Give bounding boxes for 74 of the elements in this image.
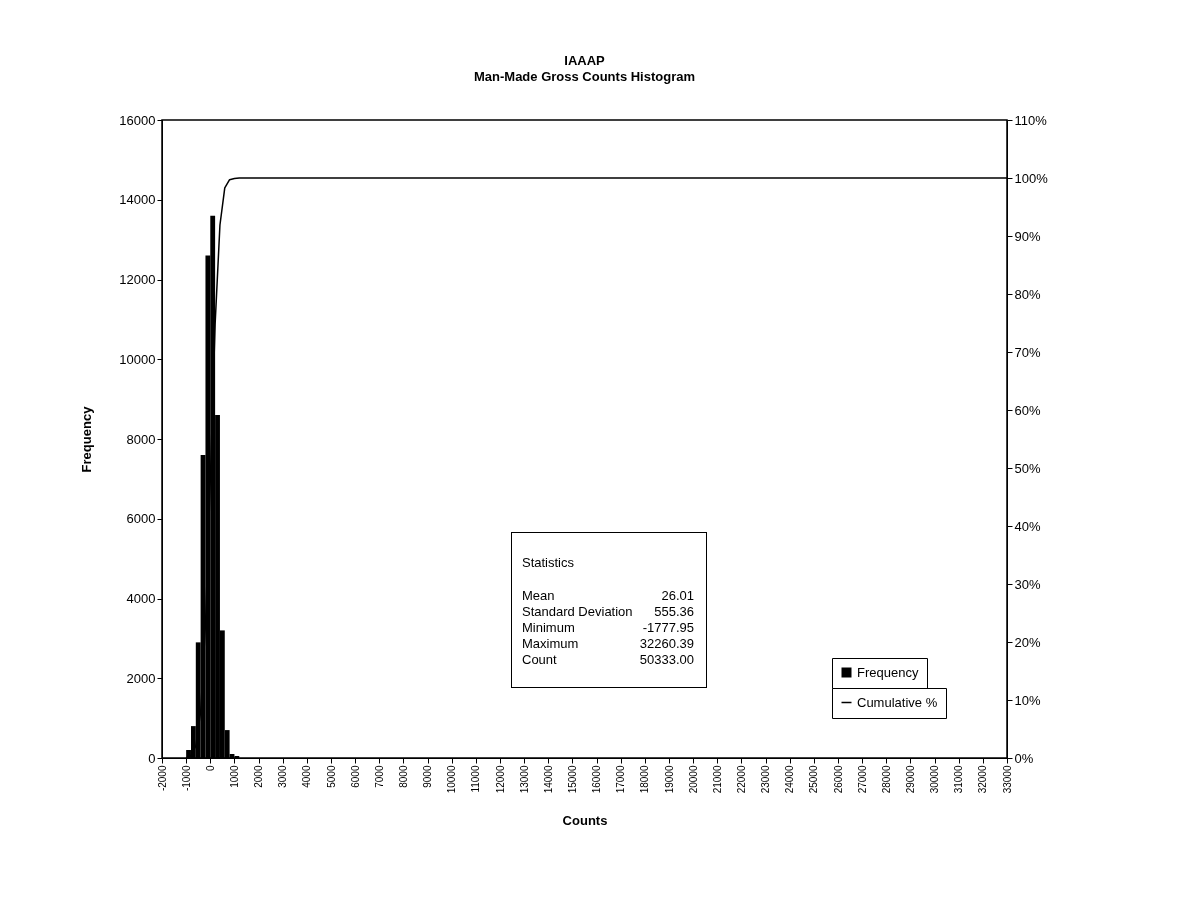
- y2-tick-label: 0%: [1014, 750, 1034, 766]
- y-tick-label: 14000: [119, 192, 156, 208]
- x-tick-label: 16000: [591, 765, 603, 794]
- y2-tick-label: 100%: [1014, 170, 1049, 186]
- y2-tick-label: 10%: [1014, 692, 1041, 708]
- y2-tick-label: 40%: [1014, 518, 1041, 534]
- y-tick-label: 0: [148, 750, 156, 766]
- x-tick-label: 4000: [301, 765, 313, 788]
- x-tick-label: 31000: [953, 765, 965, 794]
- y2-tick-label: 70%: [1014, 344, 1041, 360]
- y-tick-label: 12000: [119, 272, 156, 287]
- x-tick-label: 13000: [518, 765, 530, 794]
- chart-title: IAAAP: [564, 53, 606, 68]
- x-tick-label: -2000: [156, 765, 168, 792]
- x-tick-label: 10000: [446, 765, 458, 794]
- annotation: 555.36: [654, 604, 694, 620]
- annotation: Maximum: [522, 636, 579, 652]
- y2-tick-label: 50%: [1014, 460, 1041, 476]
- x-tick-label: 14000: [542, 765, 554, 794]
- y2-tick-label: 20%: [1014, 634, 1041, 650]
- x-tick-label: 30000: [929, 765, 941, 794]
- x-tick-label: 27000: [856, 765, 868, 794]
- annotation: Count: [522, 652, 557, 668]
- x-tick-label: 15000: [566, 765, 578, 794]
- x-tick-label: 33000: [1001, 765, 1013, 794]
- x-tick-label: 12000: [494, 765, 506, 794]
- y-tick-label: 10000: [119, 351, 156, 367]
- annotation: 26.01: [661, 588, 694, 604]
- y2-tick-label: 60%: [1014, 402, 1041, 418]
- x-tick-label: 20000: [687, 765, 699, 794]
- x-tick-label: 23000: [760, 765, 772, 794]
- y2-tick-label: 110%: [1014, 112, 1048, 128]
- chart-subtitle: Man-Made Gross Counts Histogram: [473, 69, 696, 84]
- y-tick-label: 6000: [126, 511, 156, 527]
- y-tick-label: 4000: [126, 591, 156, 606]
- annotation: 50333.00: [639, 652, 694, 668]
- annotation: -1777.95: [642, 620, 694, 636]
- annotation: Standard Deviation: [522, 604, 633, 620]
- x-tick-label: 19000: [663, 765, 675, 794]
- x-tick-label: 17000: [615, 765, 627, 794]
- x-tick-label: 0: [204, 765, 216, 772]
- x-tick-label: 8000: [397, 765, 409, 788]
- y-axis-title: Frequency: [79, 405, 95, 473]
- x-tick-label: 3000: [277, 765, 289, 788]
- x-tick-label: 9000: [422, 765, 434, 788]
- x-tick-label: 6000: [349, 765, 361, 788]
- x-tick-label: 5000: [325, 765, 337, 788]
- x-tick-label: -1000: [180, 765, 192, 792]
- x-tick-label: 7000: [373, 765, 385, 788]
- legend-label: Frequency: [857, 664, 919, 680]
- y-tick-label: 8000: [126, 431, 156, 447]
- y2-tick-label: 90%: [1014, 228, 1041, 244]
- y-tick-label: 2000: [126, 670, 156, 686]
- x-tick-label: 28000: [880, 765, 892, 794]
- x-tick-label: 2000: [253, 765, 265, 788]
- x-tick-label: 22000: [735, 765, 747, 794]
- x-tick-label: 1000: [228, 765, 240, 788]
- x-tick-label: 18000: [639, 765, 651, 794]
- annotation: Mean: [522, 588, 555, 604]
- x-tick-label: 21000: [711, 765, 723, 794]
- annotation: Statistics: [522, 555, 575, 570]
- x-tick-label: 11000: [470, 765, 482, 793]
- x-tick-label: 29000: [904, 765, 916, 794]
- legend-label: Cumulative %: [857, 694, 938, 710]
- annotation: Minimum: [522, 620, 575, 636]
- x-tick-label: 32000: [977, 765, 989, 794]
- x-tick-label: 26000: [832, 765, 844, 794]
- x-axis-title: Counts: [562, 813, 608, 829]
- annotation: 32260.39: [639, 636, 694, 652]
- x-tick-label: 24000: [784, 765, 796, 794]
- y2-tick-label: 80%: [1014, 286, 1041, 302]
- y-tick-label: 16000: [119, 112, 156, 128]
- y2-tick-label: 30%: [1014, 576, 1041, 592]
- x-tick-label: 25000: [808, 765, 820, 794]
